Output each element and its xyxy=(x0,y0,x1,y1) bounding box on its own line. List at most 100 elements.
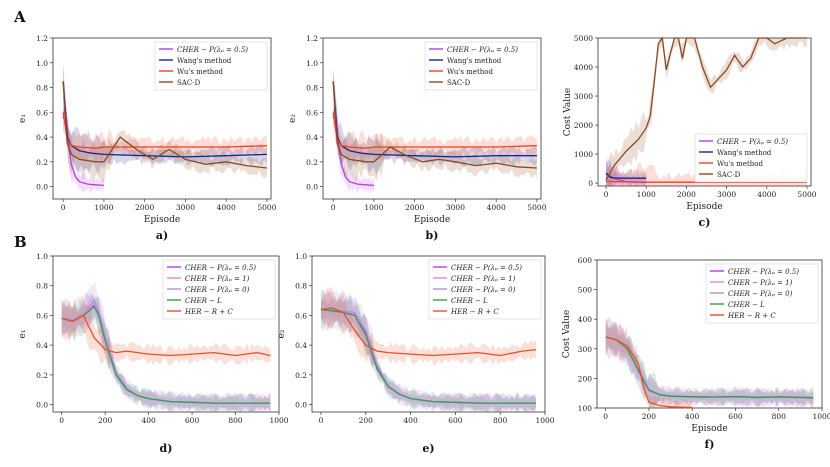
legend-label-a-2: Wu's method xyxy=(177,68,223,76)
y-tick-label-f-5: 600 xyxy=(578,256,593,265)
legend-box-f xyxy=(705,263,819,324)
x-tick-label-e-4: 800 xyxy=(493,416,508,425)
row-label-b: B xyxy=(14,233,27,251)
legend-label-a-1: Wang's method xyxy=(177,57,232,65)
y-tick-label-b-0: 0.0 xyxy=(306,183,318,192)
y-tick-label-b-4: 0.8 xyxy=(306,84,318,93)
x-tick-label-d-1: 200 xyxy=(98,416,113,425)
y-tick-label-d-4: 0.8 xyxy=(36,282,48,291)
band-f-0 xyxy=(605,317,814,408)
legend-label-c-3: SAC-D xyxy=(717,171,741,179)
legend-label-d-4: HER − R + C xyxy=(184,308,233,316)
band-f-3 xyxy=(605,317,814,408)
series-line-a-2 xyxy=(62,112,267,149)
band-d-4 xyxy=(61,298,271,366)
legend-label-c-1: Wang's method xyxy=(717,149,772,157)
band-f-2 xyxy=(605,320,814,408)
legend-box-c xyxy=(694,133,808,183)
band-a-3 xyxy=(63,63,267,184)
y-axis-label-b: e₂ xyxy=(288,114,298,123)
series-line-b-2 xyxy=(332,112,537,149)
band-d-1 xyxy=(61,291,271,412)
series-line-c-1 xyxy=(605,172,647,179)
legend-label-c-2: Wu's method xyxy=(717,160,763,168)
y-tick-label-b-5: 1.0 xyxy=(306,59,318,68)
legend-f: CHER − P(λₚ = 0.5) CHER − P(λₚ = 1) CHER −… xyxy=(705,263,819,324)
y-tick-label-d-5: 1.0 xyxy=(36,252,48,261)
x-tick-label-e-2: 400 xyxy=(403,416,418,425)
legend-label-d-3: CHER − L xyxy=(185,297,222,305)
x-tick-label-e-3: 600 xyxy=(448,416,463,425)
x-tick-label-a-4: 4000 xyxy=(217,203,236,212)
y-tick-label-b-3: 0.6 xyxy=(306,108,318,117)
legend-d: CHER − P(λₚ = 0.5) CHER − P(λₚ = 1) CHER −… xyxy=(162,259,276,320)
legend-label-b-2: Wu's method xyxy=(447,68,493,76)
y-tick-label-e-4: 0.8 xyxy=(295,282,307,291)
x-tick-label-c-3: 3000 xyxy=(717,190,736,199)
legend-b: CHER − P(λₚ = 0.5) Wang's method Wu's meth… xyxy=(424,41,538,91)
x-tick-label-f-3: 600 xyxy=(728,412,743,421)
legend-label-b-1: Wang's method xyxy=(447,57,502,65)
x-tick-label-f-2: 400 xyxy=(685,412,700,421)
legend-label-d-2: CHER − P(λₚ = 0) xyxy=(185,286,250,294)
series-line-e-3 xyxy=(320,308,536,404)
x-axis-label-b: Episode xyxy=(414,215,450,225)
legend-label-b-3: SAC-D xyxy=(447,79,471,87)
band-d-3 xyxy=(61,292,271,412)
y-tick-label-e-3: 0.6 xyxy=(295,311,307,320)
x-tick-label-c-0: 0 xyxy=(604,190,609,199)
x-tick-label-a-1: 1000 xyxy=(94,203,113,212)
legend-box-e xyxy=(428,259,542,320)
y-axis-label-d: e₁ xyxy=(18,330,28,339)
y-tick-label-e-0: 0.0 xyxy=(295,401,307,410)
y-tick-label-e-5: 1.0 xyxy=(295,252,307,261)
band-c-3 xyxy=(606,38,807,186)
x-tick-label-b-1: 1000 xyxy=(364,203,383,212)
legend-label-d-1: CHER − P(λₚ = 1) xyxy=(185,275,250,283)
legend-label-a-0: CHER − P(λₚ = 0.5) xyxy=(177,46,248,54)
band-e-3 xyxy=(320,288,537,412)
y-tick-label-c-2: 2000 xyxy=(574,121,593,130)
legend-label-a-3: SAC-D xyxy=(177,79,201,87)
x-tick-label-b-4: 4000 xyxy=(487,203,506,212)
y-tick-label-a-4: 0.8 xyxy=(36,84,48,93)
legend-label-e-1: CHER − P(λₚ = 1) xyxy=(451,275,516,283)
y-tick-label-f-4: 500 xyxy=(578,286,593,295)
legend-label-f-3: CHER − L xyxy=(728,301,765,309)
chart-panel-a: 0 1000 2000 3000 4000 5000 0.0 0.2 0.4 0.6 0.8 1.0 1… xyxy=(18,34,277,242)
y-axis-label-a: e₁ xyxy=(18,114,28,123)
y-tick-label-d-1: 0.2 xyxy=(36,371,48,380)
series-line-d-4 xyxy=(61,314,271,357)
y-tick-label-f-0: 100 xyxy=(578,404,593,413)
x-tick-label-a-3: 3000 xyxy=(176,203,195,212)
series-line-c-3 xyxy=(605,36,807,181)
x-tick-label-c-2: 2000 xyxy=(677,190,696,199)
x-tick-label-b-0: 0 xyxy=(331,203,336,212)
band-e-1 xyxy=(320,291,537,412)
chart-panel-f: 0 200 400 600 800 1000100200300400500600Episo… xyxy=(562,256,830,451)
y-tick-label-b-6: 1.2 xyxy=(306,34,318,43)
chart-panel-d: 0 200 400 600 800 1000 0.0 0.2 0.4 0.6 0.8 1.0 e₁ CHE… xyxy=(18,252,289,455)
x-tick-label-e-1: 200 xyxy=(359,416,374,425)
x-tick-label-a-0: 0 xyxy=(61,203,66,212)
series-line-a-3 xyxy=(62,81,267,169)
x-tick-label-e-5: 1000 xyxy=(535,416,554,425)
series-line-f-3 xyxy=(605,336,814,399)
y-tick-label-c-1: 1000 xyxy=(574,150,593,159)
legend-box-b xyxy=(424,41,538,91)
legend-label-f-2: CHER − P(λₚ = 0) xyxy=(728,290,793,298)
y-tick-label-c-5: 5000 xyxy=(574,34,593,43)
y-tick-label-a-5: 1.0 xyxy=(36,59,48,68)
y-axis-label-e: e₂ xyxy=(277,329,287,338)
panel-label-f: f) xyxy=(705,438,715,451)
y-tick-label-a-2: 0.4 xyxy=(36,133,48,142)
legend-label-e-4: HER − R + C xyxy=(450,308,499,316)
x-tick-label-d-4: 800 xyxy=(228,416,243,425)
y-axis-label-c: Cost Value xyxy=(563,88,573,136)
legend-box-a xyxy=(154,41,268,91)
x-axis-label-a: Episode xyxy=(144,215,180,225)
band-f-1 xyxy=(605,322,814,408)
chart-panel-b: 0 1000 2000 3000 4000 5000 0.0 0.2 0.4 0.6 0.8 1.0 1… xyxy=(288,34,547,242)
y-tick-label-c-0: 0 xyxy=(588,179,593,188)
band-d-0 xyxy=(61,292,271,412)
